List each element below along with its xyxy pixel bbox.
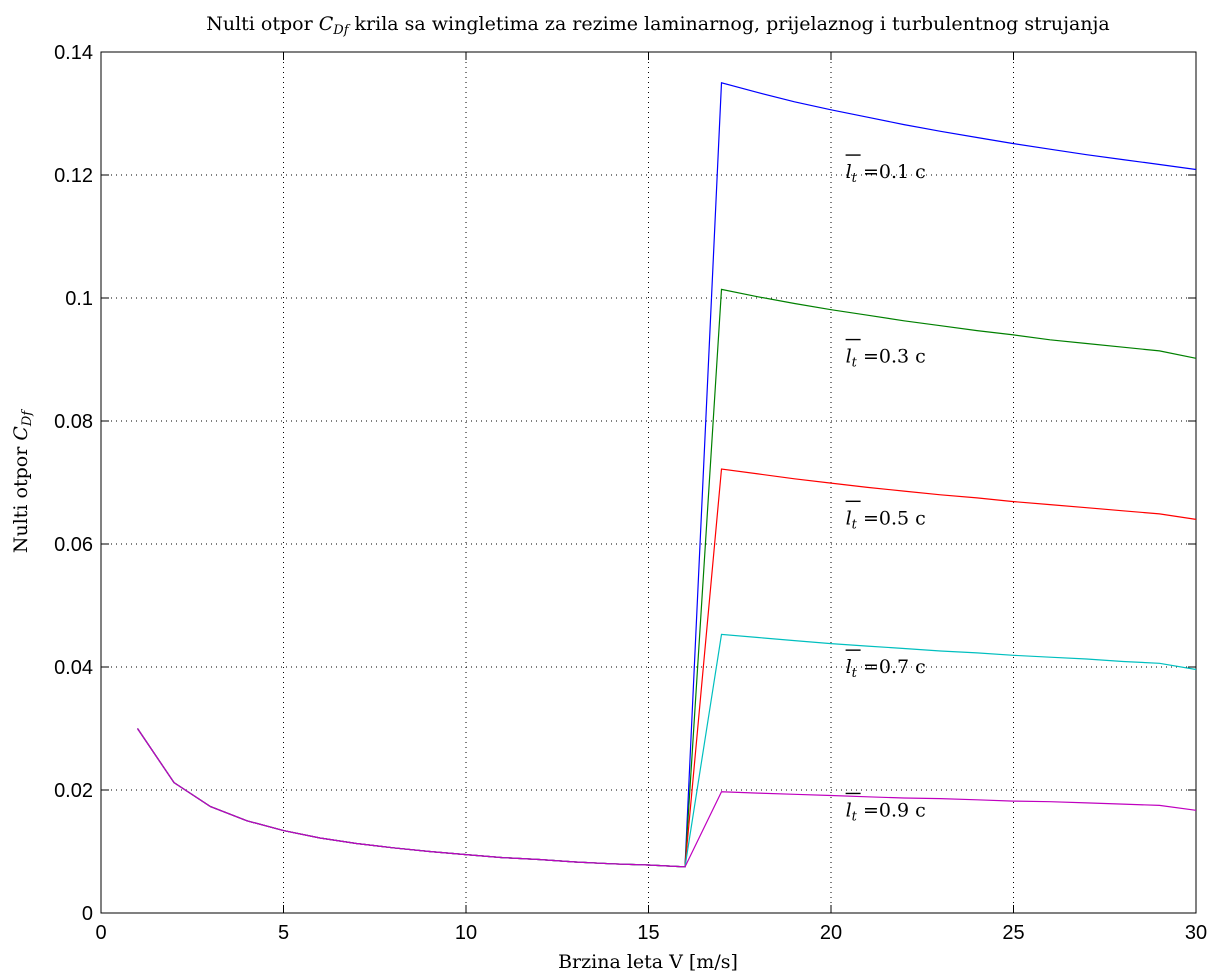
axis-ticks — [100, 51, 1197, 914]
curve-label-3: lt =0.5 c — [845, 500, 926, 532]
y-tick-label: 0.04 — [54, 657, 93, 679]
curve-label-5: lt =0.9 c — [845, 792, 926, 824]
series-lines — [137, 82, 1197, 868]
y-tick-label: 0.08 — [54, 411, 93, 433]
x-tick-label: 20 — [820, 922, 842, 944]
x-tick-label: 0 — [95, 922, 106, 944]
x-tick-label: 10 — [455, 922, 477, 944]
y-tick-label: 0.12 — [54, 165, 93, 187]
curve-label-text: lt =0.1 c — [846, 161, 926, 186]
y-tick-label: 0 — [82, 903, 93, 925]
curve-label-text: lt =0.7 c — [846, 656, 926, 681]
curve-label-text: lt =0.3 c — [846, 346, 926, 371]
x-tick-label: 25 — [1002, 922, 1024, 944]
curve-annotations: lt =0.1 c lt =0.3 c lt =0.5 c lt =0.7 c lt =… — [845, 154, 926, 824]
x-tick-label: 30 — [1185, 922, 1207, 944]
x-tick-label: 15 — [637, 922, 659, 944]
y-tick-label: 0.02 — [54, 780, 93, 802]
y-tick-labels: 0 0.02 0.04 0.06 0.08 0.1 0.12 0.14 — [54, 42, 93, 925]
y-tick-label: 0.14 — [54, 42, 93, 64]
curve-label-text: lt =0.9 c — [846, 799, 926, 824]
curve-label-4: lt =0.7 c — [845, 649, 926, 681]
series-line-5 — [137, 728, 1197, 868]
chart-title: Nulti otpor CDf krila sa wingletima za r… — [206, 13, 1110, 38]
y-axis-label: Nulti otpor CDf — [10, 409, 35, 553]
x-tick-label: 5 — [278, 922, 289, 944]
y-tick-label: 0.06 — [54, 534, 93, 556]
x-tick-labels: 0 5 10 15 20 25 30 — [95, 922, 1207, 944]
curve-label-text: lt =0.5 c — [846, 507, 926, 532]
x-axis-label: Brzina leta V [m/s] — [558, 951, 738, 973]
curve-label-1: lt =0.1 c — [845, 154, 926, 186]
curve-label-2: lt =0.3 c — [845, 338, 926, 371]
y-tick-label: 0.1 — [65, 288, 93, 310]
